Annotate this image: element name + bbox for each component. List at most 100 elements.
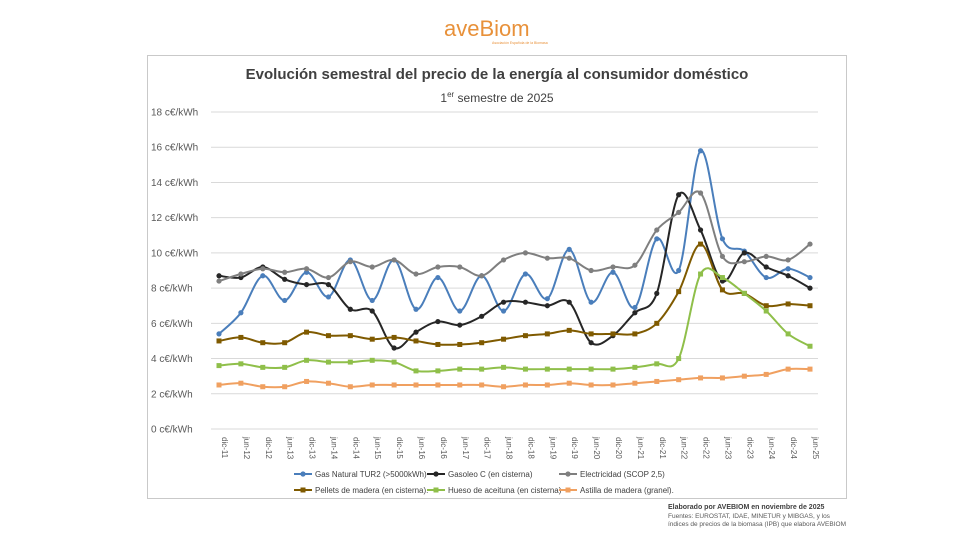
- data-point: [697, 148, 704, 154]
- data-point: [238, 310, 244, 316]
- data-point: [479, 340, 485, 346]
- x-tick-label: jun-19: [548, 436, 557, 460]
- legend-item-gas-natural-tur2-5000kwh: Gas Natural TUR2 (>5000kWh): [294, 470, 427, 479]
- data-point: [413, 338, 419, 344]
- x-tick-label: jun-18: [505, 436, 514, 460]
- data-point: [698, 271, 704, 277]
- data-point: [741, 290, 747, 296]
- x-tick-label: dic-12: [264, 437, 273, 459]
- data-point: [676, 209, 682, 215]
- logo-wordmark: aveBiom: [444, 16, 530, 41]
- data-point: [457, 308, 463, 314]
- y-tick-label: 2 c€/kWh: [151, 389, 193, 400]
- data-point: [522, 250, 529, 256]
- data-point: [785, 257, 791, 263]
- data-point: [282, 269, 288, 275]
- data-point: [785, 273, 791, 279]
- data-point: [588, 340, 594, 346]
- data-point: [697, 227, 704, 233]
- x-tick-label: dic-11: [220, 437, 229, 459]
- data-point: [325, 294, 332, 300]
- data-point: [435, 274, 441, 281]
- data-point: [282, 276, 288, 282]
- data-point: [479, 366, 485, 372]
- y-tick-label: 8 c€/kWh: [151, 284, 193, 295]
- x-tick-label: jun-20: [592, 436, 601, 460]
- y-tick-label: 0 c€/kWh: [151, 425, 193, 436]
- data-point: [369, 336, 375, 342]
- data-point: [785, 331, 791, 337]
- data-point: [325, 380, 331, 386]
- data-point: [347, 306, 353, 312]
- x-tick-label: jun-25: [811, 436, 820, 460]
- legend-label: Pellets de madera (en cisterna).: [315, 486, 428, 495]
- data-point: [566, 299, 572, 305]
- data-point: [522, 366, 528, 372]
- y-tick-label: 6 c€/kWh: [151, 319, 193, 330]
- data-point: [566, 366, 572, 372]
- x-tick-label: dic-13: [308, 437, 317, 459]
- y-tick-label: 10 c€/kWh: [151, 248, 198, 259]
- data-point: [522, 382, 528, 388]
- data-point: [435, 264, 441, 270]
- data-point: [216, 273, 222, 279]
- data-point: [413, 382, 419, 388]
- data-point: [391, 334, 397, 340]
- legend-marker: [565, 487, 571, 493]
- data-point: [347, 259, 353, 265]
- data-point: [347, 359, 353, 365]
- data-point: [719, 236, 726, 242]
- data-point: [610, 269, 616, 275]
- data-point: [807, 366, 813, 372]
- data-point: [304, 378, 310, 384]
- data-point: [304, 329, 310, 335]
- x-tick-label: jun-17: [461, 436, 470, 460]
- data-point: [632, 262, 638, 268]
- x-tick-label: jun-23: [723, 436, 732, 460]
- data-point: [216, 382, 222, 388]
- series-electricidad-scop-2-5: [216, 190, 813, 284]
- data-point: [522, 333, 528, 339]
- data-point: [544, 303, 550, 309]
- x-tick-label: dic-20: [614, 437, 623, 459]
- data-point: [325, 333, 331, 339]
- chart-frame: [147, 55, 847, 499]
- chart-title: Evolución semestral del precio de la ene…: [246, 66, 749, 83]
- data-point: [632, 380, 638, 386]
- data-point: [457, 366, 463, 372]
- data-point: [347, 384, 353, 390]
- data-point: [610, 382, 616, 388]
- x-tick-label: jun-14: [329, 436, 338, 460]
- data-point: [544, 255, 550, 261]
- data-point: [719, 253, 726, 260]
- x-tick-label: jun-13: [286, 436, 295, 460]
- legend-label: Hueso de aceituna (en cisterna): [448, 486, 562, 495]
- x-tick-label: dic-21: [658, 437, 667, 459]
- data-point: [500, 299, 507, 305]
- data-point: [588, 382, 594, 388]
- data-point: [676, 356, 682, 362]
- data-point: [435, 368, 441, 374]
- data-point: [544, 382, 550, 388]
- legend: Gas Natural TUR2 (>5000kWh) Gasoleo C (en…: [294, 470, 674, 495]
- data-point: [566, 380, 572, 386]
- data-point: [391, 257, 397, 263]
- data-point: [500, 308, 507, 314]
- data-point: [260, 364, 266, 370]
- data-point: [500, 257, 507, 263]
- x-tick-label: dic-19: [570, 437, 579, 459]
- data-point: [369, 264, 375, 270]
- data-point: [303, 281, 310, 288]
- x-tick-label: jun-12: [242, 436, 251, 460]
- data-point: [654, 227, 660, 233]
- data-point: [216, 278, 222, 284]
- data-point: [347, 333, 353, 339]
- legend-item-hueso-de-aceituna-en-cisterna: Hueso de aceituna (en cisterna): [427, 486, 562, 495]
- data-point: [763, 371, 769, 377]
- series-gas-natural-tur2-5000kwh: [216, 148, 813, 337]
- data-point: [457, 322, 463, 328]
- data-point: [588, 331, 594, 337]
- data-point: [785, 266, 791, 272]
- data-point: [325, 281, 332, 288]
- data-point: [719, 287, 725, 293]
